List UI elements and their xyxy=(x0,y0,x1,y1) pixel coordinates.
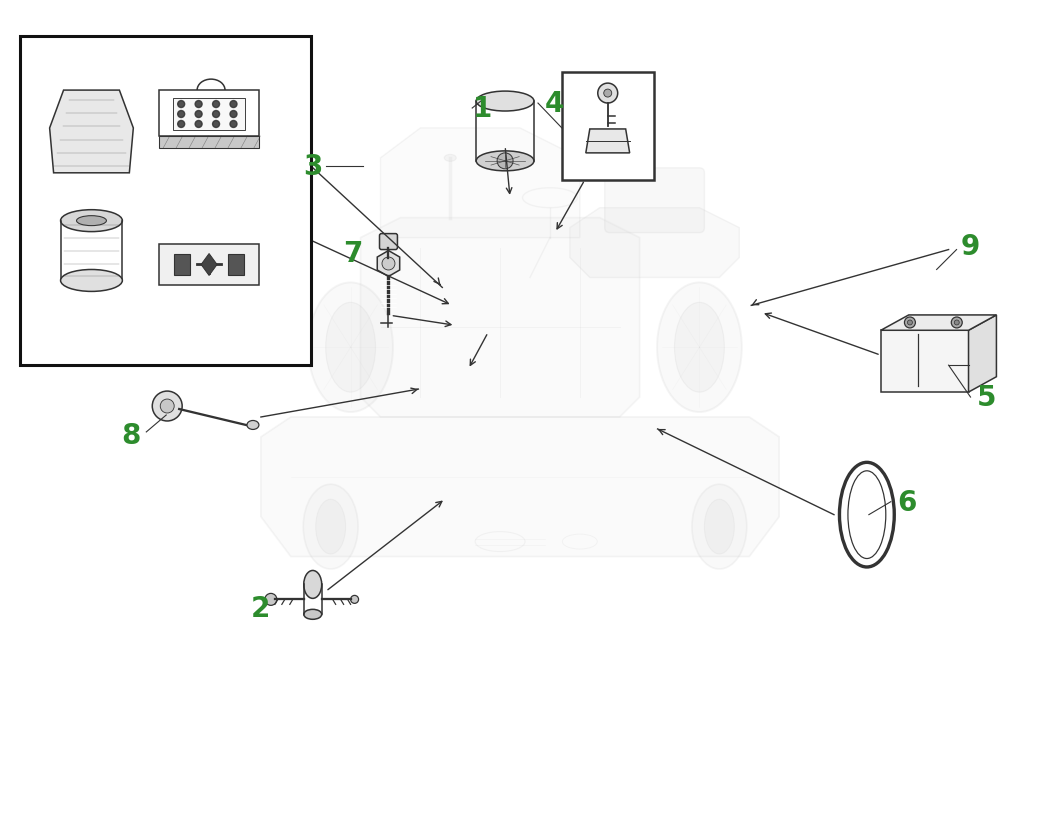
Polygon shape xyxy=(50,91,133,174)
Ellipse shape xyxy=(657,283,741,413)
Polygon shape xyxy=(201,254,217,276)
Circle shape xyxy=(152,392,182,422)
Polygon shape xyxy=(360,218,640,418)
Circle shape xyxy=(178,112,184,118)
Text: 8: 8 xyxy=(122,422,141,449)
Circle shape xyxy=(230,112,237,118)
Text: 4: 4 xyxy=(545,90,564,118)
FancyBboxPatch shape xyxy=(159,91,258,136)
Polygon shape xyxy=(377,251,399,277)
Polygon shape xyxy=(570,208,739,278)
Ellipse shape xyxy=(247,421,258,430)
Text: 9: 9 xyxy=(961,232,981,261)
Text: 1: 1 xyxy=(472,95,491,123)
Circle shape xyxy=(178,102,184,108)
Circle shape xyxy=(265,594,276,605)
Bar xyxy=(174,99,245,131)
Ellipse shape xyxy=(692,485,747,569)
Text: 3: 3 xyxy=(303,153,322,180)
Circle shape xyxy=(230,102,237,108)
Circle shape xyxy=(195,112,202,118)
Ellipse shape xyxy=(316,500,345,554)
Ellipse shape xyxy=(304,571,322,599)
Circle shape xyxy=(230,122,237,128)
Ellipse shape xyxy=(445,155,456,162)
Circle shape xyxy=(351,595,359,604)
Circle shape xyxy=(382,258,395,270)
Circle shape xyxy=(195,102,202,108)
FancyBboxPatch shape xyxy=(379,234,397,251)
Circle shape xyxy=(497,154,513,170)
Circle shape xyxy=(954,321,959,326)
Bar xyxy=(562,73,653,180)
Text: 7: 7 xyxy=(343,239,362,267)
Bar xyxy=(174,254,191,276)
Bar xyxy=(228,254,244,276)
FancyBboxPatch shape xyxy=(159,244,258,286)
Ellipse shape xyxy=(60,270,123,292)
Ellipse shape xyxy=(76,217,106,227)
Polygon shape xyxy=(261,418,779,557)
Text: 5: 5 xyxy=(976,384,997,412)
Ellipse shape xyxy=(303,485,358,569)
Ellipse shape xyxy=(326,303,376,393)
Circle shape xyxy=(597,84,617,104)
Bar xyxy=(881,331,969,393)
Ellipse shape xyxy=(704,500,734,554)
Ellipse shape xyxy=(477,151,534,172)
Polygon shape xyxy=(586,130,630,154)
FancyBboxPatch shape xyxy=(605,169,704,233)
Circle shape xyxy=(213,102,219,108)
Bar xyxy=(20,37,310,366)
Polygon shape xyxy=(969,316,997,393)
Polygon shape xyxy=(881,316,997,331)
Ellipse shape xyxy=(477,92,534,112)
Ellipse shape xyxy=(308,283,393,413)
Circle shape xyxy=(160,399,174,414)
Circle shape xyxy=(908,321,913,326)
Ellipse shape xyxy=(304,609,322,619)
Circle shape xyxy=(195,122,202,128)
Text: 2: 2 xyxy=(251,595,271,623)
Ellipse shape xyxy=(675,303,724,393)
Text: 6: 6 xyxy=(897,488,916,516)
Circle shape xyxy=(604,90,612,98)
Circle shape xyxy=(951,318,963,328)
Circle shape xyxy=(178,122,184,128)
Circle shape xyxy=(904,318,915,328)
Bar xyxy=(159,136,258,149)
Circle shape xyxy=(213,122,219,128)
Circle shape xyxy=(213,112,219,118)
Polygon shape xyxy=(380,129,580,238)
Ellipse shape xyxy=(848,471,885,559)
Ellipse shape xyxy=(60,210,123,232)
